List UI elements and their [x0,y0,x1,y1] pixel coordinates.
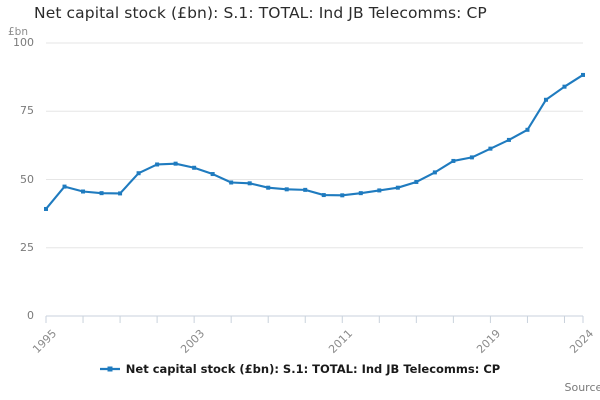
data-point-marker[interactable] [525,127,530,132]
data-point-marker[interactable] [321,193,326,198]
chart-legend: Net capital stock (£bn): S.1: TOTAL: Ind… [0,362,600,376]
legend-item-label: Net capital stock (£bn): S.1: TOTAL: Ind… [125,362,501,376]
data-point-marker[interactable] [81,189,86,194]
data-point-marker[interactable] [136,171,141,176]
data-point-marker[interactable] [451,158,456,163]
data-point-marker[interactable] [358,191,363,196]
data-point-marker[interactable] [377,188,382,193]
y-axis-tick-label: 0 [27,309,34,322]
data-point-marker[interactable] [340,193,345,198]
data-point-marker[interactable] [155,162,160,167]
y-axis-tick-label: 75 [20,104,34,118]
data-point-marker[interactable] [62,184,67,189]
series-markers-group[interactable] [44,72,585,211]
chart-title: Net capital stock (£bn): S.1: TOTAL: Ind… [34,4,487,22]
data-point-marker[interactable] [581,72,585,77]
data-point-marker[interactable] [506,137,511,142]
data-point-marker[interactable] [488,146,493,151]
data-point-marker[interactable] [210,172,215,177]
y-axis-tick-label: 50 [20,172,34,186]
series-line[interactable] [44,73,585,211]
data-point-marker[interactable] [395,185,400,190]
data-point-marker[interactable] [99,191,104,196]
data-point-marker[interactable] [562,84,567,89]
data-point-marker[interactable] [303,187,308,192]
data-point-marker[interactable] [118,191,123,196]
data-point-marker[interactable] [229,180,234,185]
data-point-marker[interactable] [173,161,178,166]
data-point-marker[interactable] [192,165,197,170]
data-point-marker[interactable] [543,97,548,102]
legend-item-net-capital-stock[interactable]: Net capital stock (£bn): S.1: TOTAL: Ind… [99,362,501,376]
data-point-marker[interactable] [247,181,252,186]
data-point-marker[interactable] [284,187,289,192]
data-point-marker[interactable] [469,155,474,160]
legend-line-marker-icon [99,366,120,372]
y-axis-unit-label: £bn [8,26,29,38]
gridlines-group [46,42,583,317]
data-point-marker[interactable] [432,170,437,175]
y-axis-tick-label: 25 [20,240,34,254]
x-axis-ticks-group [45,316,584,323]
data-point-marker[interactable] [414,179,419,184]
source-note: Source: [564,381,600,394]
y-axis-tick-label: 100 [13,36,34,49]
data-point-marker[interactable] [44,206,48,211]
data-point-marker[interactable] [266,185,271,190]
